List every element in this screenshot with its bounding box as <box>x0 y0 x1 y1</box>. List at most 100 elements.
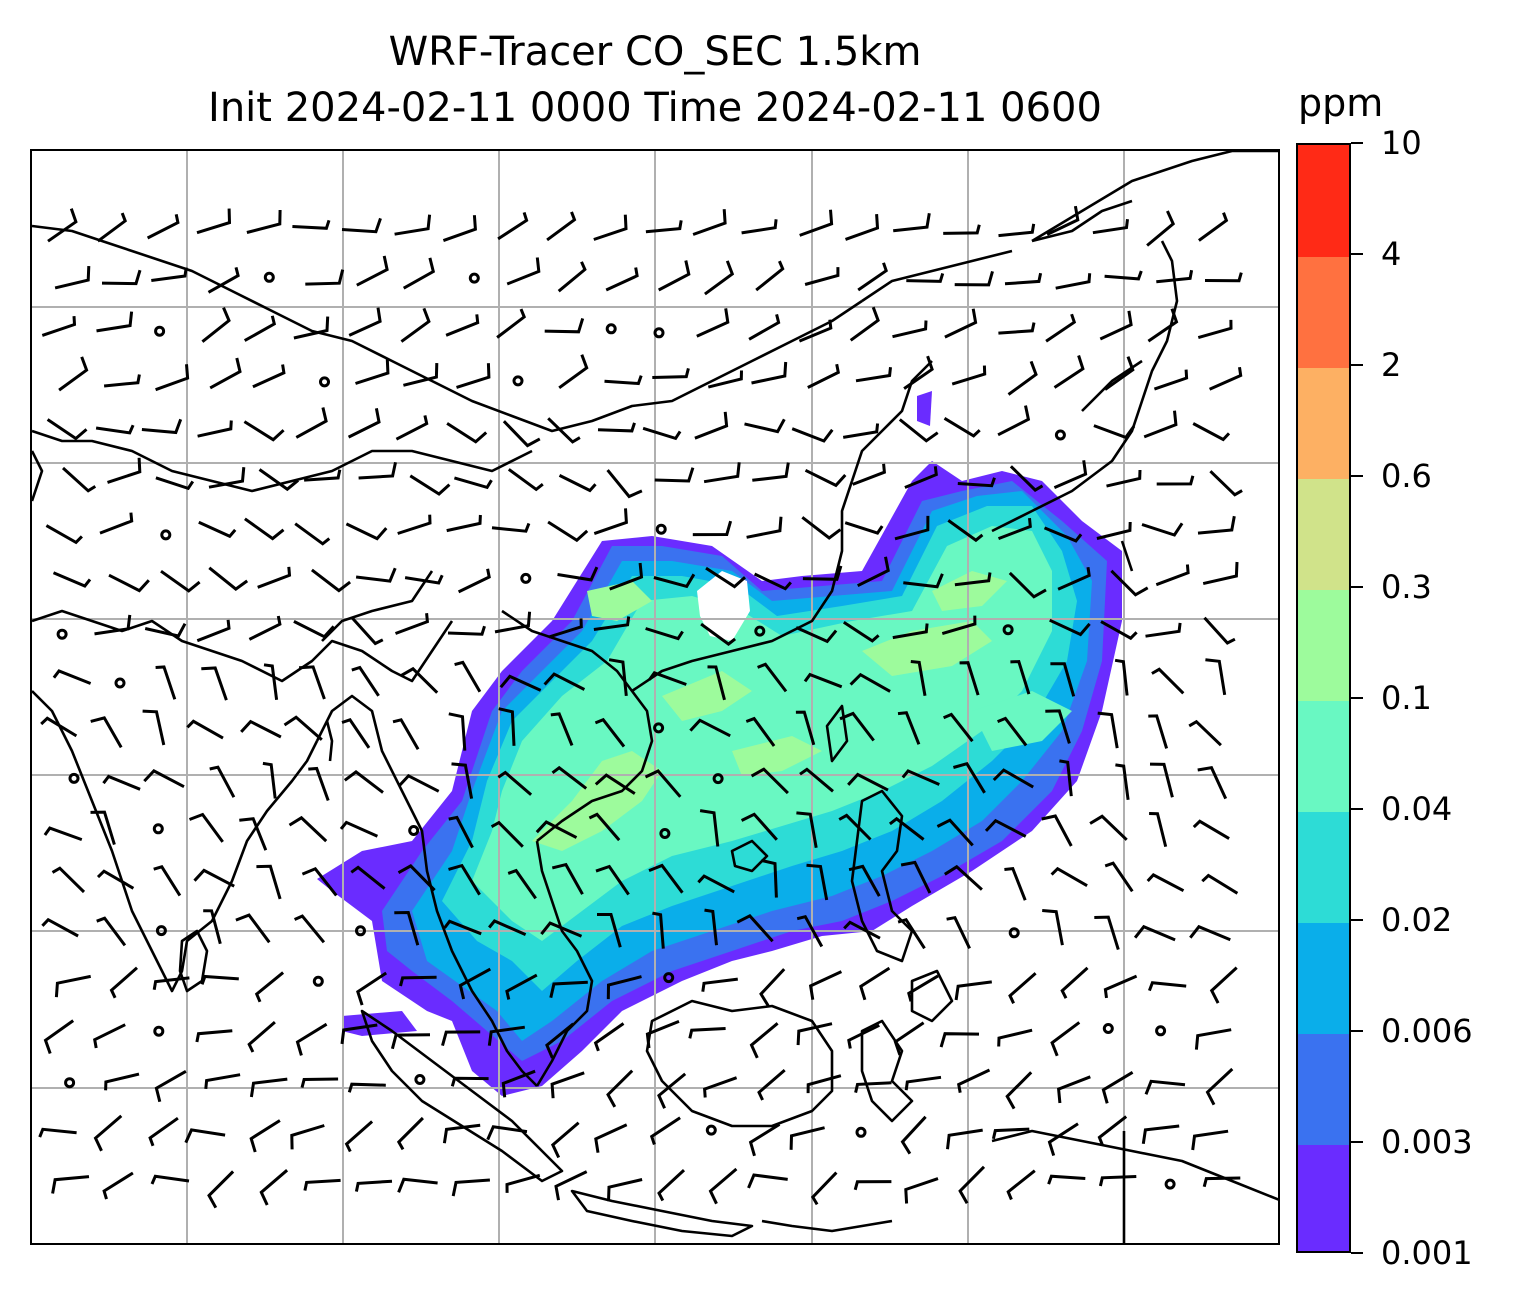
calm-wind-marker <box>605 323 617 335</box>
wind-barb <box>607 1178 643 1202</box>
wind-barb <box>184 1128 226 1144</box>
coastline <box>730 839 769 873</box>
wind-barb <box>558 474 597 493</box>
calm-wind-marker <box>155 925 167 937</box>
wind-barb <box>301 866 338 897</box>
wind-barb <box>1192 422 1231 442</box>
colorbar-tick <box>1351 919 1363 921</box>
wind-barb <box>293 914 326 944</box>
colorbar-segment <box>1298 589 1349 701</box>
wind-barb <box>454 660 482 693</box>
wind-barb <box>358 461 397 480</box>
wind-barb <box>748 314 781 341</box>
wind-barb <box>104 1072 140 1091</box>
wind-barb <box>1191 1129 1229 1151</box>
wind-barb <box>644 769 682 798</box>
wind-barb <box>888 816 925 841</box>
wind-barb <box>692 209 727 236</box>
wind-barb <box>653 573 696 589</box>
wind-barb <box>688 1027 726 1039</box>
wind-barb <box>842 423 880 439</box>
wind-barb <box>694 411 729 440</box>
wind-barb <box>506 257 541 286</box>
wind-barb <box>904 1075 942 1091</box>
wind-barb <box>47 208 78 243</box>
wind-barb <box>703 462 741 484</box>
wind-barb <box>736 914 774 943</box>
wind-barb <box>505 973 538 1000</box>
plume-contour-0.04 <box>972 691 1072 751</box>
wind-barb <box>43 826 83 842</box>
wind-barb <box>1089 814 1128 841</box>
wind-barb <box>207 267 240 294</box>
wind-barb <box>894 515 930 541</box>
wind-barb <box>1055 273 1092 290</box>
wind-barb <box>692 520 733 537</box>
wind-barb <box>593 214 628 241</box>
wind-barb <box>491 522 531 533</box>
wind-barb <box>293 620 335 639</box>
wind-barb <box>1104 270 1143 281</box>
wind-barb <box>356 971 388 1006</box>
wind-barb <box>903 573 944 589</box>
wind-barb <box>1007 360 1038 396</box>
calm-wind-marker <box>160 529 172 541</box>
wind-barb <box>998 322 1036 335</box>
wind-barb <box>239 817 268 851</box>
wind-barb <box>703 1076 738 1098</box>
wind-barb <box>547 520 589 543</box>
wind-barb <box>546 211 577 242</box>
wind-barb <box>204 1073 241 1090</box>
wind-barb <box>789 1126 825 1150</box>
wind-barb <box>195 1029 233 1043</box>
wind-barb <box>791 427 834 443</box>
wind-barb <box>906 272 945 283</box>
wind-barb <box>1103 974 1138 999</box>
wind-barb <box>652 368 690 379</box>
wind-barb <box>984 818 1027 838</box>
wind-barb <box>45 524 83 545</box>
colorbar-tick-label: 0.003 <box>1381 1123 1473 1161</box>
wind-barb <box>807 363 840 389</box>
wind-barb <box>648 863 684 894</box>
wind-barb <box>548 618 583 639</box>
wind-barb <box>390 1033 431 1050</box>
calm-wind-marker <box>152 823 164 835</box>
wind-barb <box>348 307 382 337</box>
wind-barb <box>458 967 492 1000</box>
plume-contour-0.1 <box>732 736 822 776</box>
wind-barb <box>697 874 735 894</box>
wind-barb <box>355 358 390 385</box>
coastline <box>860 1019 914 1123</box>
wind-barb <box>1153 369 1189 391</box>
wind-barb <box>1097 1115 1128 1146</box>
wind-barb <box>96 916 127 947</box>
wind-barb <box>959 661 980 696</box>
wind-barb <box>196 619 231 643</box>
wind-barb <box>795 710 816 746</box>
wind-barb <box>1101 1071 1134 1104</box>
wind-barb <box>544 317 585 334</box>
colorbar-tick-label: 4 <box>1381 235 1402 273</box>
wind-barb <box>263 663 279 700</box>
plume-contour-0.1 <box>662 671 752 721</box>
wind-barb <box>593 1022 625 1052</box>
wind-barb <box>447 625 486 636</box>
wind-barb <box>1209 470 1243 497</box>
wind-barb <box>1049 618 1091 637</box>
colorbar-segment <box>1298 256 1349 368</box>
wind-barb <box>1202 561 1239 586</box>
wind-barb <box>209 765 236 798</box>
wind-barb <box>351 665 380 697</box>
wind-barb <box>1041 814 1073 847</box>
coastlines <box>32 151 1278 1243</box>
colorbar-segment <box>1298 145 1349 257</box>
calm-wind-marker <box>64 1077 76 1089</box>
calm-wind-marker <box>512 375 524 387</box>
wind-barb <box>901 769 940 786</box>
wind-barb <box>747 1173 788 1189</box>
plume-contour-0.001 <box>917 391 932 426</box>
coastline <box>315 694 538 1087</box>
wind-barb <box>593 508 628 536</box>
wind-barb <box>107 457 142 484</box>
